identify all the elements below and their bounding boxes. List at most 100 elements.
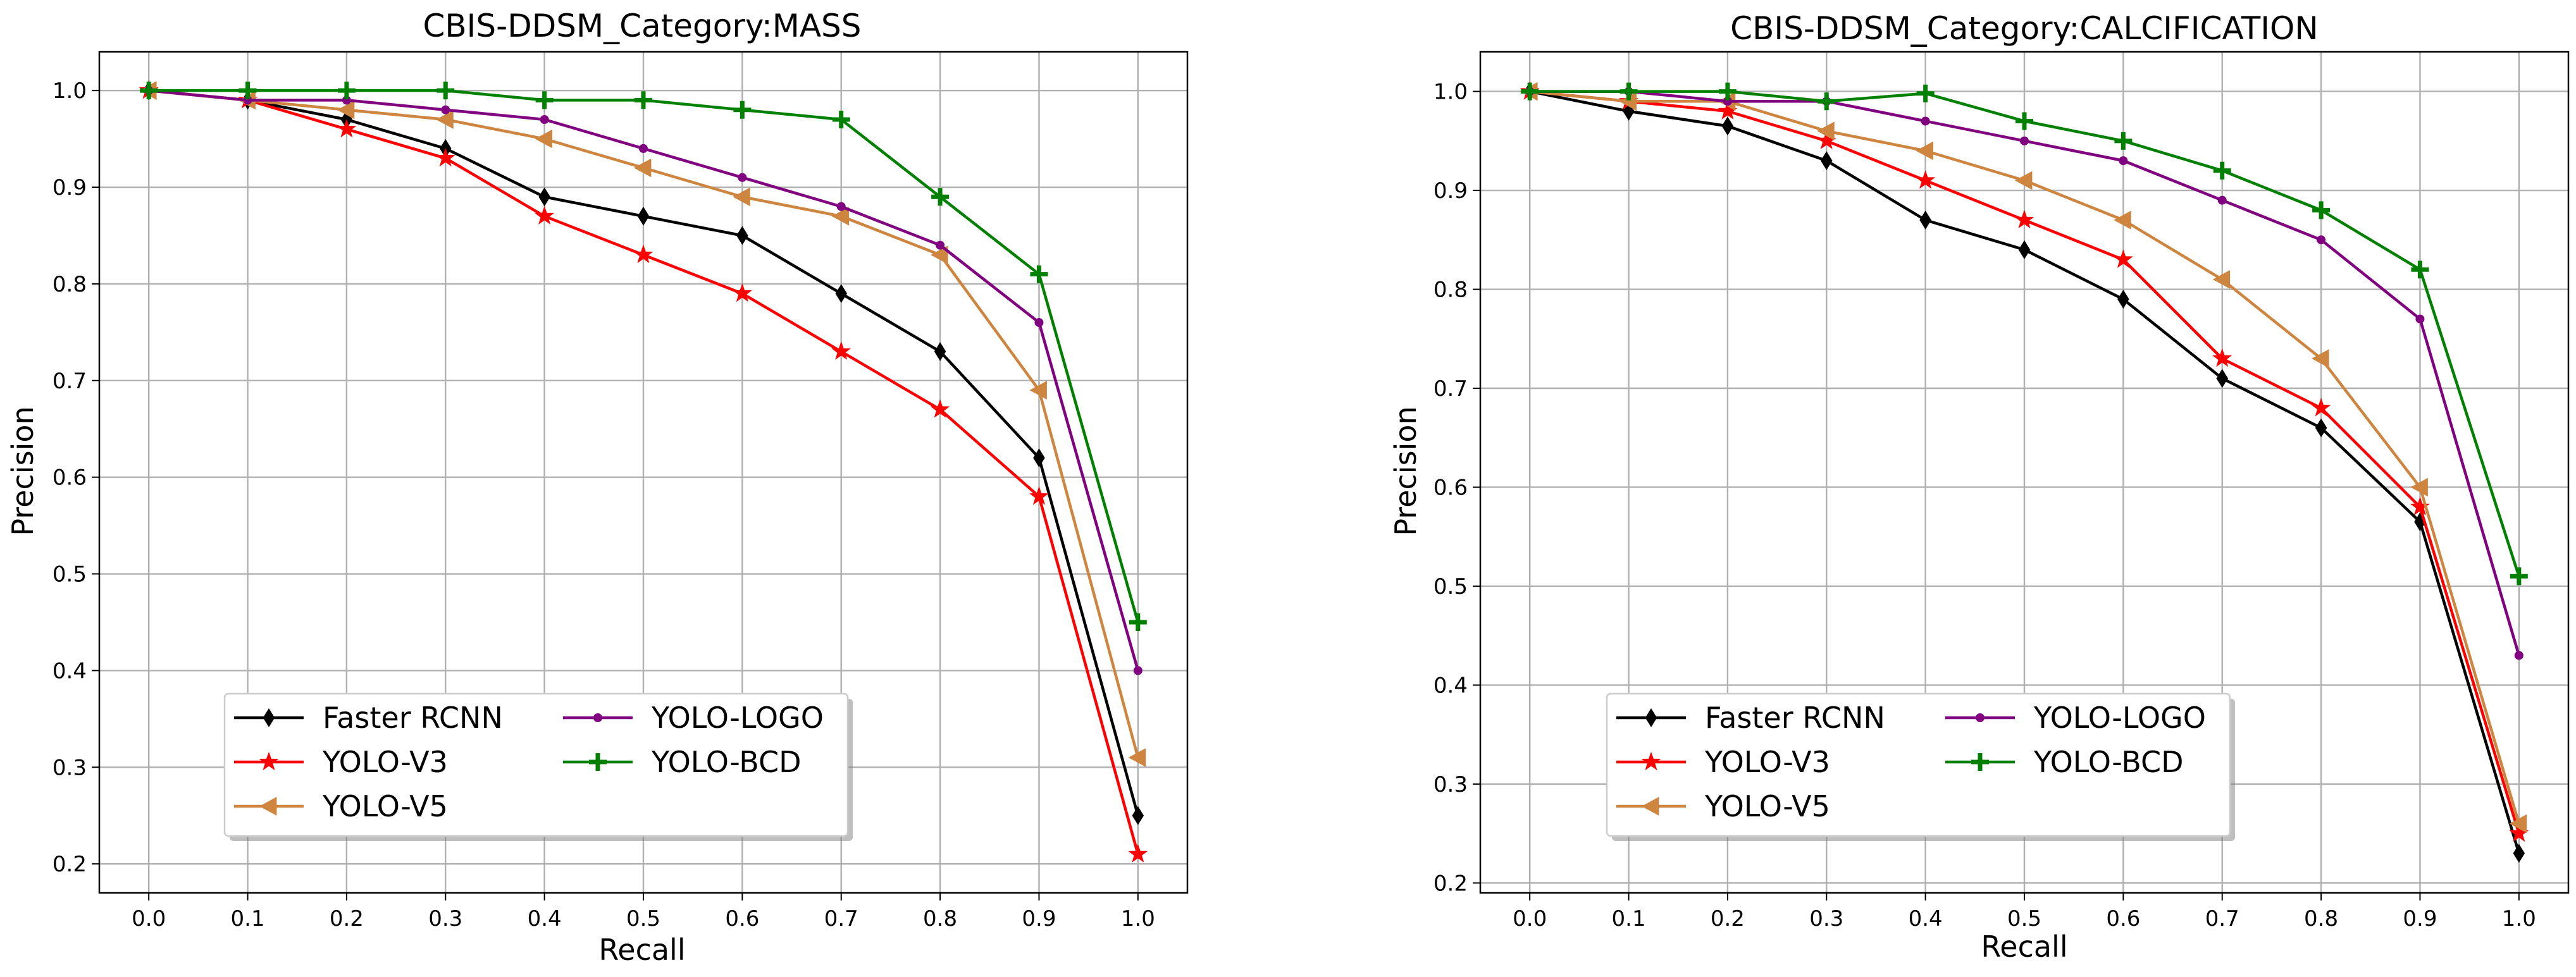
data-point xyxy=(635,91,652,109)
chart-calcification: 0.0 0.1 0.2 0.3 0.4 0.5 0.6 0.7 0.8 0.9 1.0 0.2 0.3 0… xyxy=(1389,10,2570,964)
data-point xyxy=(1029,381,1047,400)
series-yolo-v5 xyxy=(1520,82,2527,833)
data-point xyxy=(733,101,752,119)
data-point xyxy=(2018,240,2031,259)
data-point xyxy=(738,173,747,182)
data-point xyxy=(2212,270,2231,289)
y-tick-label: 0.9 xyxy=(53,175,87,200)
data-point xyxy=(535,206,555,225)
legend-marker xyxy=(1976,713,1985,722)
data-point xyxy=(733,187,750,207)
data-point xyxy=(2317,235,2326,245)
legend-label: YOLO-BCD xyxy=(651,745,802,779)
y-tick-label: 0.5 xyxy=(53,562,87,587)
x-tick-label: 0.5 xyxy=(2007,906,2041,931)
y-tick-label: 0.4 xyxy=(1434,673,1468,698)
y-tick-label: 1.0 xyxy=(53,78,87,104)
x-tick-label: 0.1 xyxy=(1612,906,1646,931)
x-tick-label: 0.8 xyxy=(923,906,957,931)
legend-label: YOLO-BCD xyxy=(2033,745,2184,779)
x-tick-label: 0.2 xyxy=(1711,906,1745,931)
data-point xyxy=(2216,369,2228,388)
x-tick-label: 0.6 xyxy=(2106,906,2140,931)
legend-marker xyxy=(1971,753,1989,771)
data-point xyxy=(2217,195,2227,205)
x-axis-label: Recall xyxy=(1981,930,2067,964)
data-point xyxy=(1128,748,1146,767)
data-point xyxy=(238,82,257,100)
chart-title: CBIS-DDSM_Category:MASS xyxy=(423,8,861,44)
data-point xyxy=(835,284,847,304)
chart-title: CBIS-DDSM_Category:CALCIFICATION xyxy=(1730,10,2319,47)
data-point xyxy=(2113,249,2133,268)
data-point xyxy=(732,283,752,302)
x-tick-label: 0.2 xyxy=(330,906,364,931)
data-point xyxy=(2014,171,2033,190)
data-point xyxy=(1718,82,1737,101)
data-point xyxy=(2311,398,2331,417)
data-point xyxy=(2117,290,2129,309)
y-tick-label: 0.6 xyxy=(53,465,87,491)
y-tick-label: 1.0 xyxy=(1434,80,1468,105)
data-point xyxy=(832,111,850,129)
legend-item: Faster RCNN xyxy=(234,701,503,735)
x-tick-label: 1.0 xyxy=(2502,906,2536,931)
y-tick-label: 0.7 xyxy=(53,369,87,394)
plot-frame xyxy=(98,51,1189,894)
y-tick-label: 0.7 xyxy=(1434,376,1468,402)
legend-item: YOLO-BCD xyxy=(1945,745,2184,779)
x-tick-label: 0.4 xyxy=(1909,906,1943,931)
legend-label: YOLO-V5 xyxy=(1704,789,1830,823)
data-point xyxy=(736,226,748,245)
data-point xyxy=(2114,211,2131,230)
x-tick-label: 0.1 xyxy=(231,906,265,931)
data-point xyxy=(836,202,846,211)
data-point xyxy=(936,240,945,250)
data-point xyxy=(1821,151,1833,171)
legend-item: YOLO-V3 xyxy=(1616,745,1830,779)
data-point xyxy=(538,187,550,207)
data-point xyxy=(1921,116,1930,126)
data-point xyxy=(1033,448,1045,468)
data-point xyxy=(1817,121,1835,141)
legend-marker xyxy=(593,713,602,722)
data-point xyxy=(931,188,950,206)
data-point xyxy=(2513,844,2525,863)
legend-item: YOLO-BCD xyxy=(563,745,802,779)
data-point xyxy=(2510,567,2528,586)
data-point xyxy=(1916,170,1936,189)
data-point xyxy=(930,399,950,418)
data-point xyxy=(2312,201,2331,219)
data-point xyxy=(831,207,850,226)
x-tick-label: 0.3 xyxy=(428,906,462,931)
data-point xyxy=(1919,211,1931,230)
x-tick-label: 0.5 xyxy=(626,906,660,931)
data-point xyxy=(1029,486,1049,505)
data-point xyxy=(2114,132,2133,150)
data-point xyxy=(2119,156,2128,166)
data-point xyxy=(1721,116,1734,136)
series-yolo-bcd xyxy=(140,82,1147,631)
plot-frame xyxy=(1479,51,2570,894)
x-tick-label: 0.9 xyxy=(1022,906,1056,931)
data-point xyxy=(1521,82,1539,101)
legend-label: YOLO-V3 xyxy=(322,745,448,779)
legend-label: YOLO-V5 xyxy=(322,789,448,823)
legend-label: YOLO-V3 xyxy=(1704,745,1830,779)
data-point xyxy=(1817,92,1836,111)
data-point xyxy=(1034,318,1044,328)
y-tick-label: 0.3 xyxy=(53,755,87,780)
y-tick-label: 0.2 xyxy=(53,852,87,877)
data-point xyxy=(140,82,158,100)
legend-item: YOLO-LOGO xyxy=(1945,701,2206,735)
data-point xyxy=(2020,136,2029,145)
data-point xyxy=(1619,82,1638,101)
data-point xyxy=(633,244,653,264)
x-tick-label: 1.0 xyxy=(1121,906,1155,931)
x-tick-label: 0.0 xyxy=(1513,906,1547,931)
legend: Faster RCNN YOLO-V3 YOLO-V5 YOLO-LOGO YOLO-B… xyxy=(223,692,853,841)
data-point xyxy=(1132,806,1144,825)
data-point xyxy=(2509,814,2527,833)
x-tick-label: 0.4 xyxy=(528,906,562,931)
x-tick-label: 0.0 xyxy=(132,906,166,931)
